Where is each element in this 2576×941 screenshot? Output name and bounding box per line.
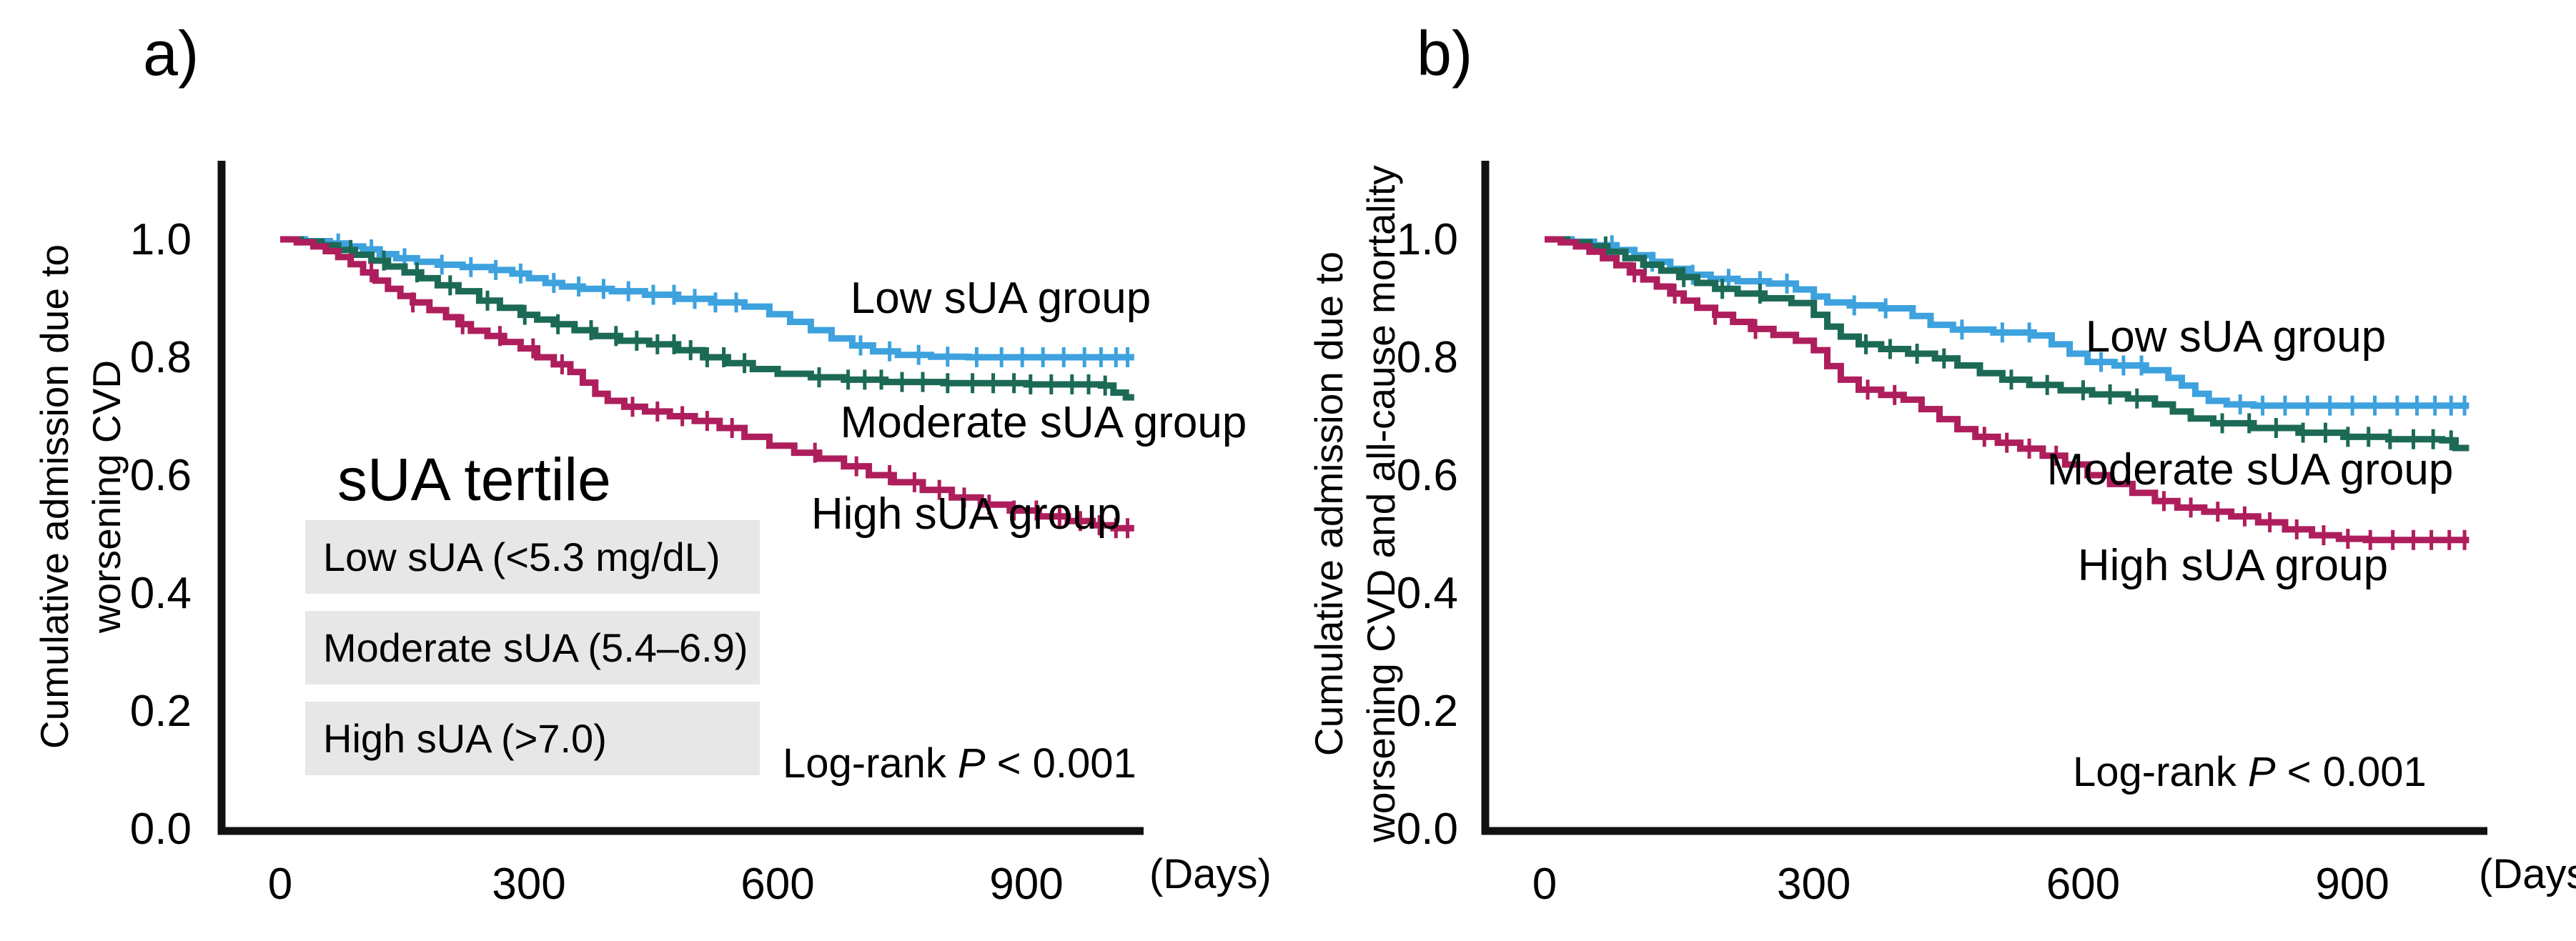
panel-a-ylabel-line1: Cumulative admission due to bbox=[32, 244, 76, 749]
panel-a-label-high-sua-group: High sUA group bbox=[811, 489, 1121, 539]
a-curve-high-sua-group bbox=[280, 236, 1134, 532]
panel-b-label-high-sua-group: High sUA group bbox=[2078, 541, 2388, 590]
panel-b-letter: b) bbox=[1417, 18, 1472, 89]
panel-b-ytick-0.2: 0.2 bbox=[1397, 687, 1458, 736]
panel-a-ytick-0.2: 0.2 bbox=[130, 687, 192, 736]
panel-b-label-moderate-sua-group: Moderate sUA group bbox=[2047, 445, 2454, 494]
panel-b-xtick-300: 300 bbox=[1777, 860, 1851, 909]
panel-b-label-low-sua-group: Low sUA group bbox=[2086, 312, 2386, 362]
panel-a-xtick-0: 0 bbox=[268, 860, 292, 909]
panel-b-xtick-0: 0 bbox=[1532, 860, 1557, 909]
sua-tertile-legend: sUA tertile Low sUA (<5.3 mg/dL) Moderat… bbox=[305, 446, 760, 775]
sua-tertile-title: sUA tertile bbox=[337, 446, 611, 513]
panel-a: a) Cumulative admission due to worsening… bbox=[32, 18, 1272, 909]
b-curve-high-sua-group bbox=[1545, 236, 2470, 544]
panel-a-ytick-0.6: 0.6 bbox=[130, 451, 192, 500]
panel-b-days-unit: (Days) bbox=[2479, 851, 2576, 897]
panel-a-days-unit: (Days) bbox=[1149, 851, 1272, 897]
panel-a-axes: 1.0 0.8 0.6 0.4 0.2 0.0 0 300 600 900 bbox=[130, 161, 1144, 909]
panel-b-ytick-1.0: 1.0 bbox=[1397, 215, 1458, 264]
panel-a-ytick-0.4: 0.4 bbox=[130, 569, 192, 618]
legend-row-low: Low sUA (<5.3 mg/dL) bbox=[323, 534, 720, 579]
legend-row-bg-low bbox=[305, 520, 760, 594]
panel-a-ytick-0.0: 0.0 bbox=[130, 805, 192, 854]
panel-b-ytick-0.4: 0.4 bbox=[1397, 569, 1458, 618]
legend-row-bg-high bbox=[305, 702, 760, 775]
panel-a-ylabel-line2: worsening CVD bbox=[84, 360, 129, 634]
panel-b-axes: 1.0 0.8 0.6 0.4 0.2 0.0 0 300 600 900 bbox=[1397, 161, 2487, 909]
panel-a-ytick-0.8: 0.8 bbox=[130, 333, 192, 382]
panel-b-logrank: Log-rank P < 0.001 bbox=[2073, 749, 2427, 795]
panel-a-xtick-600: 600 bbox=[740, 860, 814, 909]
panel-b-ytick-0.0: 0.0 bbox=[1397, 805, 1458, 854]
panel-b: b) Cumulative admission due to worsening… bbox=[1307, 18, 2576, 909]
panel-b-ytick-0.6: 0.6 bbox=[1397, 451, 1458, 500]
legend-row-high: High sUA (>7.0) bbox=[323, 716, 607, 761]
panel-a-curves bbox=[280, 233, 1134, 539]
panel-b-curves bbox=[1545, 235, 2470, 550]
panel-b-ylabel-line2: worsening CVD and all-cause mortality bbox=[1359, 165, 1403, 843]
panel-a-logrank: Log-rank P < 0.001 bbox=[783, 740, 1136, 787]
panel-b-ylabel-line1: Cumulative admission due to bbox=[1307, 252, 1351, 756]
panel-b-xtick-900: 900 bbox=[2315, 860, 2389, 909]
panel-b-xtick-600: 600 bbox=[2046, 860, 2120, 909]
panel-a-label-low-sua-group: Low sUA group bbox=[851, 274, 1151, 323]
legend-row-moderate: Moderate sUA (5.4–6.9) bbox=[323, 625, 748, 670]
legend-row-bg-moderate bbox=[305, 611, 760, 684]
panel-a-ytick-1.0: 1.0 bbox=[130, 215, 192, 264]
panel-a-letter: a) bbox=[143, 18, 199, 89]
panel-b-ytick-0.8: 0.8 bbox=[1397, 333, 1458, 382]
a-curve-low-sua-group bbox=[280, 236, 1134, 361]
b-curve-moderate-sua-group bbox=[1545, 236, 2470, 452]
panel-a-label-moderate-sua-group: Moderate sUA group bbox=[841, 398, 1247, 447]
panel-a-xtick-900: 900 bbox=[989, 860, 1063, 909]
panel-a-xtick-300: 300 bbox=[492, 860, 565, 909]
